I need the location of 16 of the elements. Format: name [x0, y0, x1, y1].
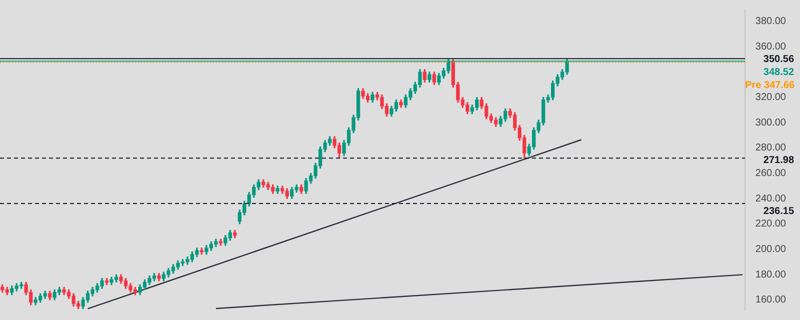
- ref-line-label: 350.56: [763, 54, 794, 65]
- y-tick-label: 360.00: [755, 41, 786, 52]
- y-tick-label: 320.00: [755, 92, 786, 104]
- y-tick-label: 240.00: [755, 193, 786, 204]
- ref-line-label: 271.98: [763, 155, 794, 166]
- y-tick-label: 220.00: [755, 218, 786, 230]
- y-tick-label: 160.00: [755, 294, 786, 306]
- ref-line-label: 348.52: [763, 66, 794, 78]
- y-tick-label: 260.00: [755, 168, 786, 180]
- y-tick-label: 180.00: [755, 269, 786, 280]
- y-tick-label: 380.00: [755, 16, 786, 28]
- ref-line-label: 236.15: [763, 206, 794, 217]
- ref-line-label: Pre 347.66: [745, 80, 795, 91]
- y-tick-label: 300.00: [755, 117, 786, 128]
- y-tick-label: 280.00: [755, 142, 786, 154]
- y-tick-label: 200.00: [755, 244, 786, 255]
